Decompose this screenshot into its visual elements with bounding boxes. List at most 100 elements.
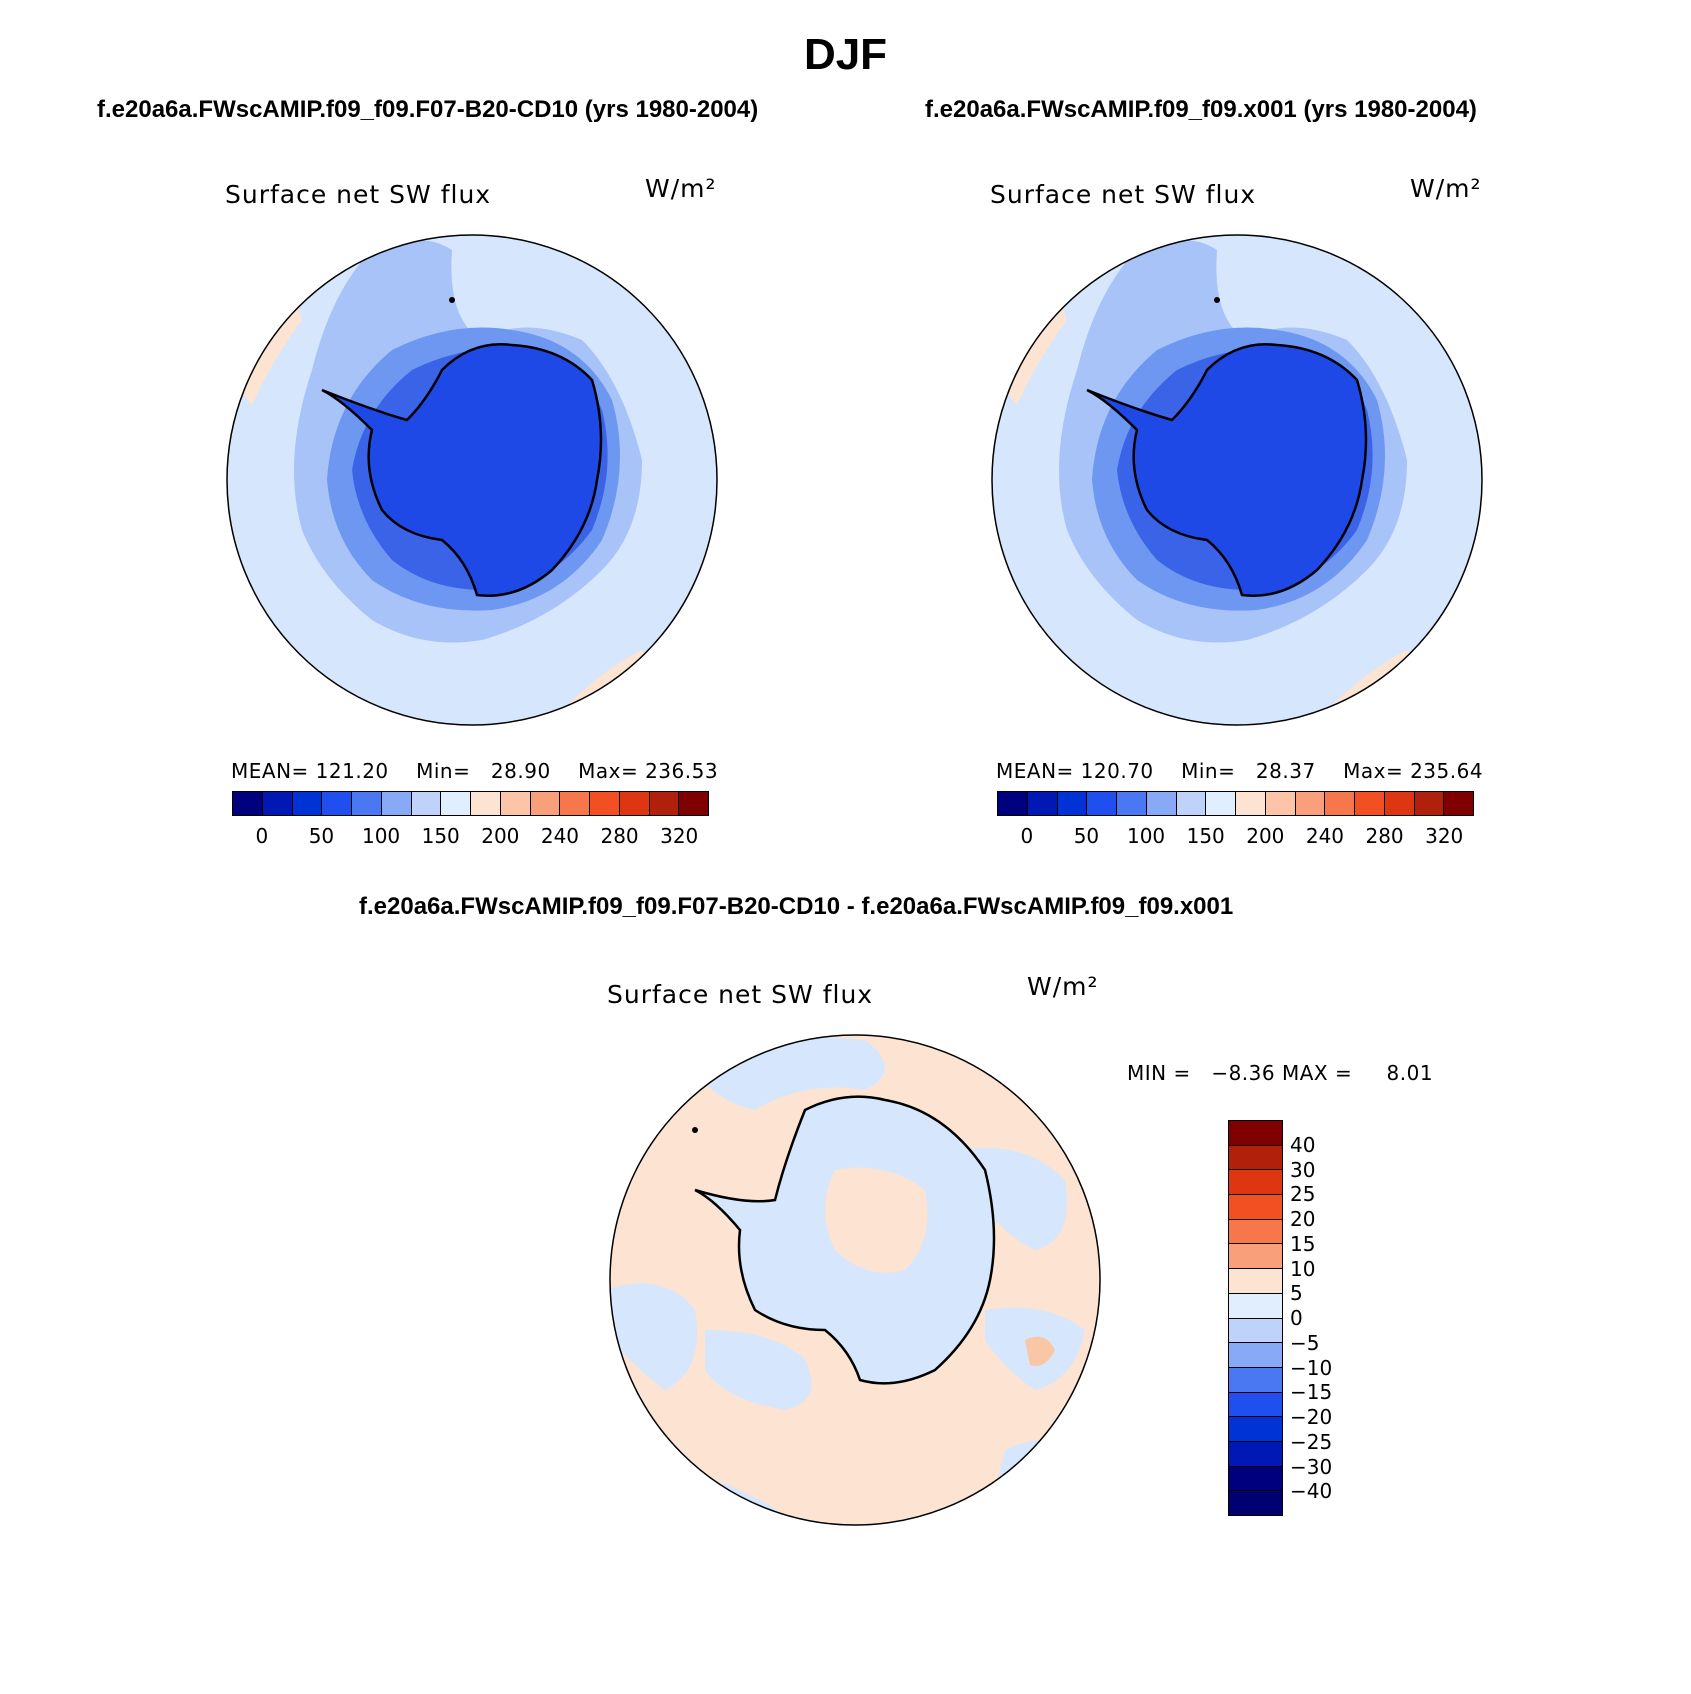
colorbar-swatch xyxy=(322,792,352,815)
colorbar-tick-label: 240 xyxy=(540,824,580,848)
diff-polar-map xyxy=(609,1034,1101,1526)
panel1-run-title: f.e20a6a.FWscAMIP.f09_f09.F07-B20-CD10 (… xyxy=(97,96,759,123)
colorbar-swatch xyxy=(679,792,708,815)
colorbar-tick-label: −40 xyxy=(1290,1479,1333,1504)
colorbar-swatch xyxy=(1295,792,1326,815)
colorbar-tick-label: 0 xyxy=(1020,824,1034,848)
panel2-max-label: Max= xyxy=(1343,759,1404,783)
colorbar-swatch xyxy=(1229,1219,1282,1245)
season-title: DJF xyxy=(803,30,888,79)
colorbar-swatch xyxy=(1087,792,1117,815)
panel2-stats: MEAN= 120.70 Min= 28.37 Max= 235.64 xyxy=(996,759,1483,783)
colorbar-tick-label: 0 xyxy=(1290,1306,1303,1330)
panel2-colorbar xyxy=(997,791,1474,816)
colorbar-swatch xyxy=(530,792,561,815)
colorbar-swatch xyxy=(471,792,501,815)
colorbar-swatch xyxy=(998,792,1028,815)
colorbar-tick-label: 150 xyxy=(1186,824,1225,848)
colorbar-tick-label: 150 xyxy=(421,824,460,848)
colorbar-swatch xyxy=(1229,1195,1282,1220)
panel2-min-label: Min= xyxy=(1181,759,1236,783)
panel2-units: W/m² xyxy=(1410,174,1482,203)
colorbar-tick-label: 40 xyxy=(1290,1132,1316,1157)
colorbar-tick-label: 100 xyxy=(361,824,401,848)
colorbar-swatch xyxy=(1229,1170,1282,1196)
colorbar-swatch xyxy=(1229,1269,1282,1294)
colorbar-tick-label: 200 xyxy=(1246,824,1285,848)
colorbar-tick-label: −15 xyxy=(1290,1380,1333,1405)
colorbar-swatch xyxy=(352,792,382,815)
colorbar-tick-label: 5 xyxy=(1290,1281,1303,1306)
colorbar-swatch xyxy=(1229,1244,1282,1270)
colorbar-swatch xyxy=(1236,792,1266,815)
colorbar-swatch xyxy=(1117,792,1147,815)
colorbar-swatch xyxy=(1229,1121,1282,1146)
colorbar-swatch xyxy=(1414,792,1445,815)
diff-variable-label: Surface net SW flux xyxy=(607,980,874,1009)
colorbar-swatch xyxy=(649,792,680,815)
colorbar-swatch xyxy=(1229,1318,1282,1344)
colorbar-tick-label: 50 xyxy=(308,824,335,848)
panel1-mean-label: MEAN= xyxy=(231,759,309,783)
colorbar-tick-label: 0 xyxy=(255,824,269,848)
colorbar-swatch xyxy=(381,792,412,815)
colorbar-swatch xyxy=(262,792,293,815)
colorbar-swatch xyxy=(590,792,620,815)
diff-min-max: MIN = −8.36 MAX = 8.01 xyxy=(1127,1061,1433,1085)
colorbar-swatch xyxy=(233,792,263,815)
panel2-polar-map xyxy=(991,234,1483,726)
colorbar-swatch xyxy=(411,792,442,815)
panel1-polar-map xyxy=(226,234,718,726)
diff-units: W/m² xyxy=(1027,972,1099,1001)
diff-max-label: MAX = xyxy=(1281,1061,1353,1085)
diff-min-label: MIN = xyxy=(1127,1061,1191,1085)
diff-colorbar xyxy=(1228,1120,1283,1516)
panel1-min-label: Min= xyxy=(416,759,471,783)
panel2-mean-label: MEAN= xyxy=(996,759,1074,783)
panel1-units: W/m² xyxy=(645,174,717,203)
colorbar-tick-label: −25 xyxy=(1290,1429,1333,1454)
colorbar-tick-label: 240 xyxy=(1305,824,1345,848)
colorbar-tick-label: 200 xyxy=(481,824,520,848)
colorbar-tick-label: 100 xyxy=(1126,824,1166,848)
colorbar-tick-label: 280 xyxy=(600,824,639,848)
colorbar-swatch xyxy=(1229,1392,1282,1418)
colorbar-swatch xyxy=(1057,792,1088,815)
colorbar-swatch xyxy=(1229,1441,1282,1467)
colorbar-tick-label: 20 xyxy=(1290,1207,1316,1231)
diff-title: f.e20a6a.FWscAMIP.f09_f09.F07-B20-CD10 -… xyxy=(359,893,1234,920)
colorbar-tick-label: 10 xyxy=(1290,1256,1316,1281)
colorbar-tick-label: −30 xyxy=(1290,1454,1333,1479)
colorbar-swatch xyxy=(1325,792,1355,815)
panel1-variable-label: Surface net SW flux xyxy=(225,180,492,209)
panel2-max-value: 235.64 xyxy=(1410,759,1484,783)
colorbar-swatch xyxy=(1229,1367,1282,1393)
colorbar-swatch xyxy=(500,792,531,815)
colorbar-swatch xyxy=(1444,792,1473,815)
colorbar-swatch xyxy=(292,792,323,815)
colorbar-swatch xyxy=(1229,1343,1282,1368)
panel2-min-value: 28.37 xyxy=(1255,759,1316,783)
colorbar-tick-label: −10 xyxy=(1290,1355,1333,1380)
diff-min-value: −8.36 xyxy=(1211,1061,1276,1085)
colorbar-tick-label: 15 xyxy=(1290,1231,1316,1256)
colorbar-swatch xyxy=(1355,792,1385,815)
colorbar-swatch xyxy=(619,792,650,815)
panel1-stats: MEAN= 121.20 Min= 28.90 Max= 236.53 xyxy=(231,759,718,783)
colorbar-swatch xyxy=(1384,792,1415,815)
colorbar-tick-label: 25 xyxy=(1290,1182,1316,1207)
colorbar-swatch xyxy=(1265,792,1296,815)
colorbar-swatch xyxy=(1206,792,1236,815)
colorbar-swatch xyxy=(1229,1145,1282,1171)
panel2-variable-label: Surface net SW flux xyxy=(990,180,1257,209)
colorbar-tick-label: −5 xyxy=(1290,1330,1320,1355)
colorbar-tick-label: 320 xyxy=(660,824,699,848)
colorbar-tick-label: −20 xyxy=(1290,1405,1333,1429)
panel1-mean-value: 121.20 xyxy=(315,759,389,783)
panel2-run-title: f.e20a6a.FWscAMIP.f09_f09.x001 (yrs 1980… xyxy=(925,96,1477,123)
colorbar-swatch xyxy=(1229,1417,1282,1442)
panel1-max-label: Max= xyxy=(578,759,639,783)
colorbar-swatch xyxy=(1229,1293,1282,1319)
panel1-max-value: 236.53 xyxy=(645,759,719,783)
panel1-min-value: 28.90 xyxy=(490,759,551,783)
